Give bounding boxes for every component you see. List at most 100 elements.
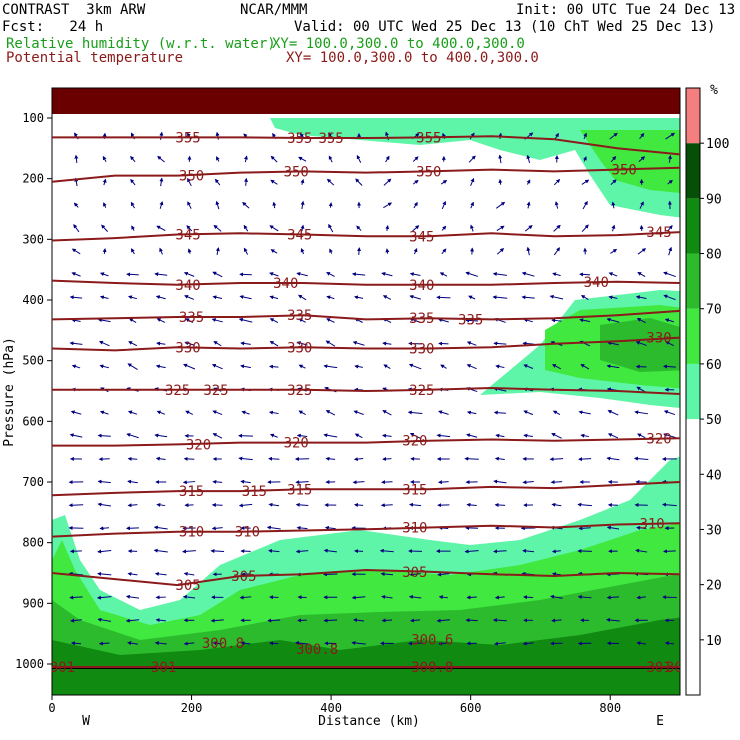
wind-vector [97,479,111,484]
wind-vector [69,433,83,438]
wind-vector [582,200,588,210]
wind-vector [329,248,333,254]
wind-vector [577,502,592,507]
wind-vector [238,317,253,323]
wind-vector [182,594,196,599]
wind-vector [522,341,534,346]
theta-label: 335 [179,310,204,326]
wind-vector [97,549,112,554]
wind-vector [409,272,421,277]
wind-vector [127,641,138,646]
wind-vector [353,410,364,415]
theta-label: 315 [242,484,267,500]
colorbar-band [686,363,700,420]
wind-vector [356,225,362,231]
wind-vector [73,224,80,233]
wind-vector [663,271,676,278]
wind-vector [382,410,392,416]
theta-contour-355 [52,135,680,156]
wind-vector [552,272,561,277]
wind-vector [353,618,365,623]
wind-vector [493,479,507,484]
theta-label: 305 [175,578,200,594]
wind-vector [269,641,279,646]
rh-region-low-90 [52,617,680,695]
wind-vector [607,433,619,439]
wind-vector [185,410,194,415]
wind-vector [549,294,564,300]
theta-label: 325 [287,383,312,399]
wind-vector [268,548,280,553]
wind-vector [522,480,534,485]
wind-vector [154,433,168,438]
wind-vector [269,272,279,277]
wind-vector [326,272,335,277]
wind-vector [187,177,192,187]
wind-vector [272,201,277,209]
colorbar-band [686,584,700,640]
wind-vector [495,201,506,209]
wind-vector [239,295,252,300]
wind-vector [154,571,167,576]
wind-vector [269,364,279,369]
colorbar-band [686,474,700,530]
wind-vector [383,202,393,209]
theta-spot-label: 300.8 [411,660,453,676]
wind-vector [354,364,363,369]
x-tick-label: 400 [320,701,342,715]
wind-vector [383,364,391,370]
y-tick-label: 800 [22,536,44,550]
wind-vector [328,223,334,233]
wind-vector [326,318,335,323]
wind-vector [298,364,306,369]
theta-label: 355 [318,131,343,147]
wind-vector [492,272,507,277]
wind-vector [96,595,112,600]
wind-vector [668,246,673,256]
wind-vector [551,572,561,577]
wind-vector [127,295,138,300]
theta-label: 340 [584,275,609,291]
wind-vector [470,224,474,232]
wind-vector [611,224,616,232]
wind-vector [578,457,592,462]
colorbar-tick-label: 30 [706,523,722,538]
wind-vector [127,456,138,461]
theta-contour-320 [52,437,680,447]
wind-vector [551,549,561,554]
y-tick-label: 500 [22,354,44,368]
wind-vector [639,201,644,209]
wind-vector [238,456,253,461]
y-tick-label: 700 [22,475,44,489]
wind-vector [296,433,308,438]
wind-vector [73,202,79,208]
wind-vector [212,295,223,300]
wind-vector [552,364,562,370]
theta-label: 305 [231,569,256,585]
wind-vector [298,410,306,416]
theta-label: 345 [287,227,312,243]
theta-label: 310 [639,516,664,532]
wind-vector [325,340,336,347]
wind-vector [635,525,647,530]
wind-vector [356,154,362,163]
wind-vector [523,410,534,416]
wind-vector [97,502,112,507]
wind-vector [103,202,107,208]
wind-vector [216,156,220,162]
y-tick-label: 600 [22,414,44,428]
wind-vector [578,526,591,531]
colorbar-band [686,198,700,254]
wind-vector [440,180,448,185]
wind-vector [97,617,112,622]
wind-vector [663,549,676,554]
wind-vector [300,178,305,185]
wind-vector [351,640,366,645]
wind-vector [523,595,534,600]
wind-vector [437,572,450,577]
wind-vector [185,318,194,323]
header-fcst: Fcst: 24 h [2,19,104,35]
wind-vector [156,502,166,507]
wind-vector [69,341,83,346]
